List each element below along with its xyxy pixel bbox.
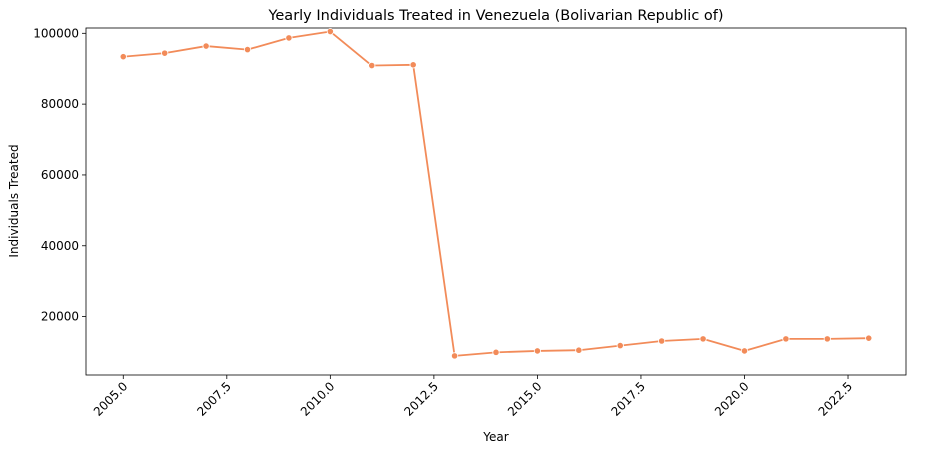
- data-point: [450, 352, 459, 360]
- x-tick-label: 2015.0: [505, 379, 545, 419]
- data-point: [326, 27, 334, 36]
- data-point: [492, 348, 500, 356]
- data-point: [740, 347, 749, 355]
- y-tick-label: 60000: [41, 168, 79, 182]
- data-point: [575, 346, 583, 354]
- series-layer: [119, 27, 873, 360]
- x-tick-label: 2005.0: [91, 379, 131, 419]
- data-point: [533, 347, 542, 355]
- data-point: [699, 335, 707, 343]
- y-axis-ticks: 20000 40000 60000 80000 100000: [33, 26, 86, 324]
- y-axis-title: Individuals Treated: [7, 144, 21, 257]
- y-tick-label: 20000: [41, 310, 79, 324]
- x-tick-label: 2022.5: [816, 379, 856, 419]
- data-point: [409, 61, 417, 69]
- data-point: [161, 49, 169, 57]
- data-point: [782, 335, 790, 343]
- y-tick-label: 80000: [41, 97, 79, 111]
- x-tick-label: 2020.0: [712, 379, 752, 419]
- data-point: [865, 334, 873, 342]
- data-point: [243, 45, 252, 54]
- plot-area: [85, 27, 907, 376]
- x-tick-label: 2017.5: [608, 379, 648, 419]
- chart-title: Yearly Individuals Treated in Venezuela …: [267, 8, 723, 24]
- x-axis-title: Year: [482, 430, 508, 444]
- data-point: [119, 53, 127, 61]
- data-point: [616, 342, 624, 350]
- data-point: [368, 61, 376, 70]
- y-tick-label: 100000: [33, 26, 79, 40]
- x-tick-label: 2010.0: [298, 379, 338, 419]
- data-point: [202, 42, 210, 50]
- data-point: [285, 34, 293, 42]
- x-tick-label: 2012.5: [401, 379, 441, 419]
- data-point: [658, 337, 666, 345]
- x-axis-ticks: 2005.0 2007.5 2010.0 2012.5 2015.0 2017.5 2020…: [91, 375, 855, 419]
- x-tick-label: 2007.5: [194, 379, 234, 419]
- y-tick-label: 40000: [41, 239, 79, 253]
- data-point: [823, 335, 831, 343]
